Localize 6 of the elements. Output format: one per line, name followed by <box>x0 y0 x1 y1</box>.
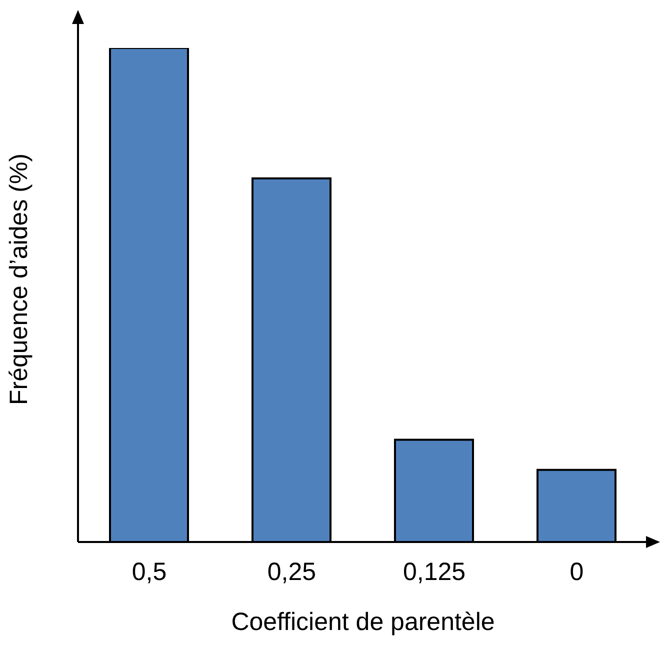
x-tick-label: 0 <box>570 558 584 586</box>
y-axis-title: Fréquence d’aides (%) <box>4 153 33 405</box>
x-tick-label: 0,125 <box>402 558 466 586</box>
x-tick-label: 0,25 <box>267 558 316 586</box>
x-tick-label: 0,5 <box>132 558 167 586</box>
x-axis-title: Coefficient de parentèle <box>231 608 495 636</box>
